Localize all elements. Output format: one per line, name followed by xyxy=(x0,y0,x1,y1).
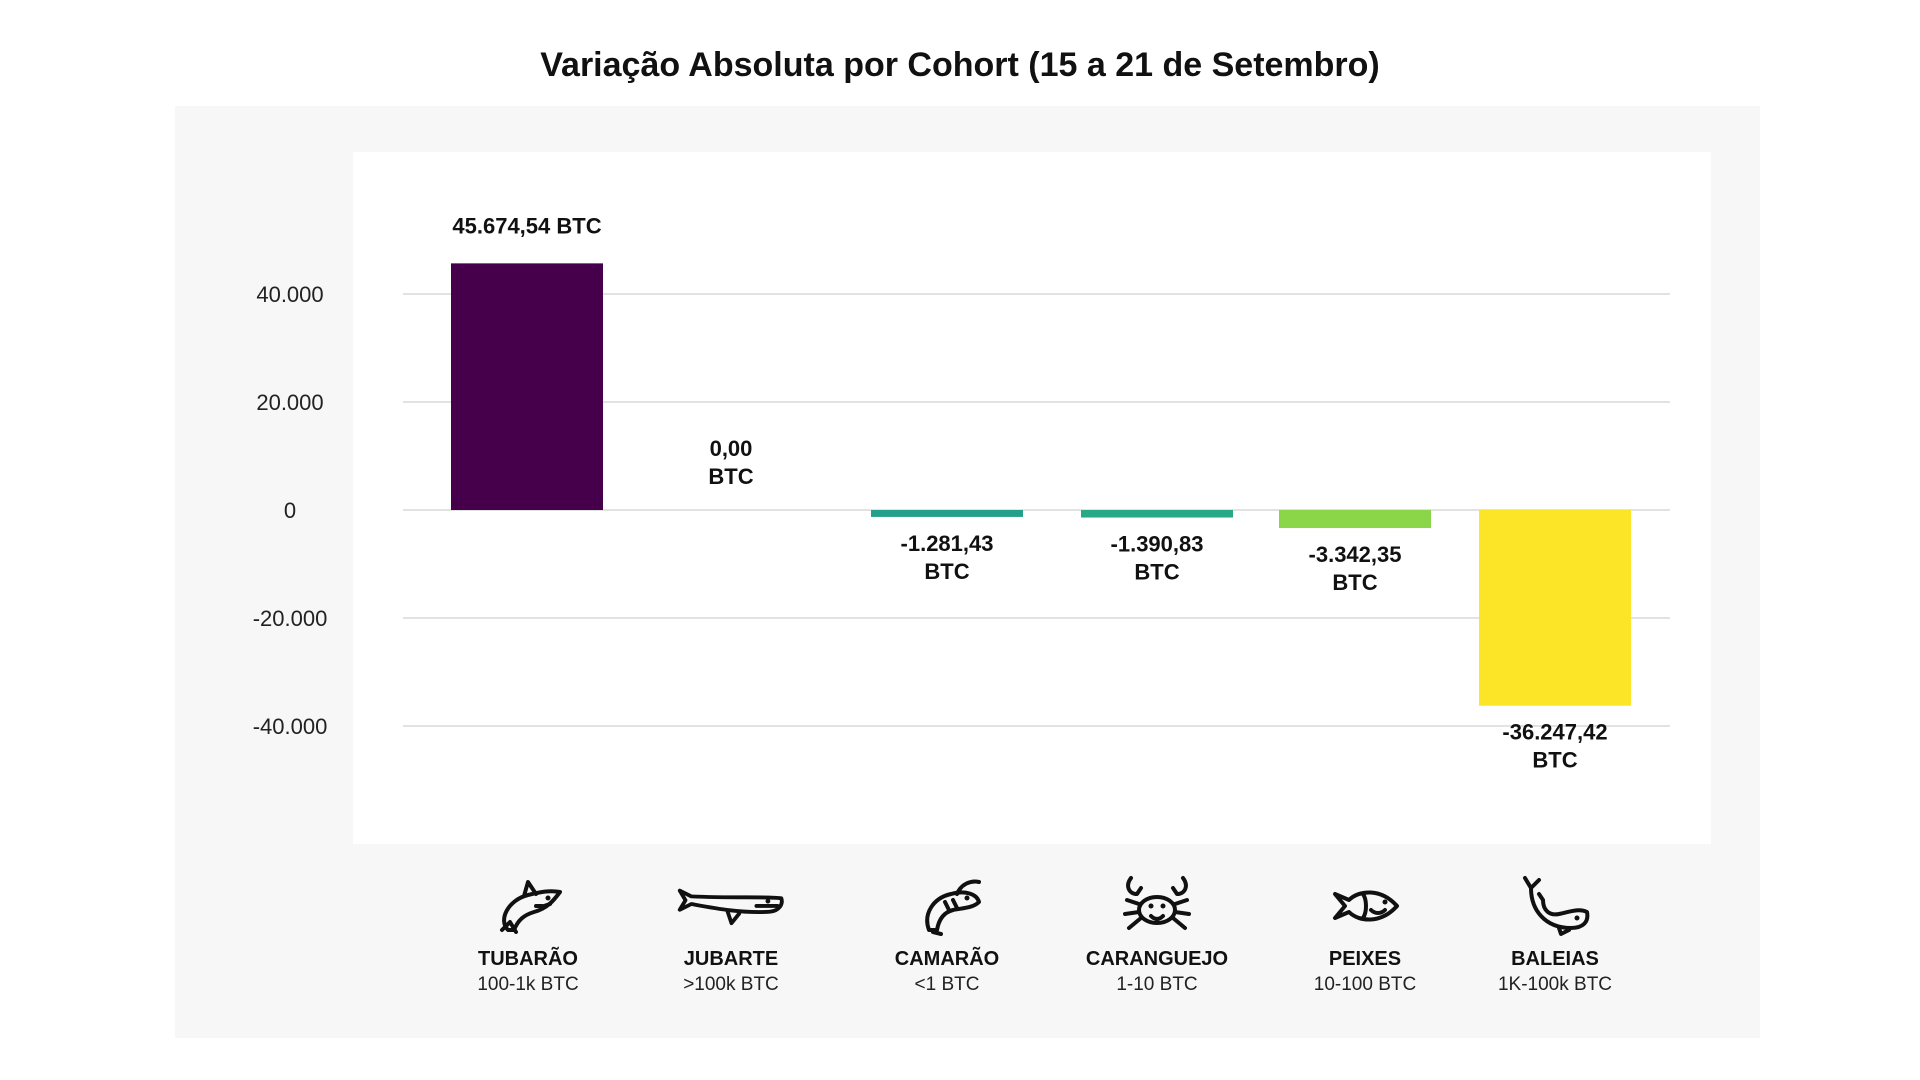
category-name: PEIXES xyxy=(1328,948,1402,970)
shrimp-icon xyxy=(925,879,981,936)
category-tubarao: TUBARÃO 100-1k BTC xyxy=(428,870,628,996)
chart-title: Variação Absoluta por Cohort (15 a 21 de… xyxy=(540,46,1380,84)
category-range: 1K-100k BTC xyxy=(1497,974,1613,995)
category-range: 1-10 BTC xyxy=(1116,974,1198,995)
data-label: BTC xyxy=(1134,560,1179,585)
category-range: <1 BTC xyxy=(914,974,980,995)
category-baleias: BALEIAS 1K-100k BTC xyxy=(1455,870,1655,996)
shark-icon xyxy=(500,880,562,934)
humpback-whale-icon xyxy=(677,888,784,926)
category-name: JUBARTE xyxy=(683,948,779,970)
category-peixes: PEIXES 10-100 BTC xyxy=(1265,870,1465,996)
data-label: BTC xyxy=(1532,748,1577,773)
category-caranguejo: CARANGUEJO 1-10 BTC xyxy=(1057,870,1257,996)
bar xyxy=(1081,510,1233,518)
category-name: CAMARÃO xyxy=(894,948,1000,970)
category-jubarte: JUBARTE >100k BTC xyxy=(631,870,831,996)
category-name: TUBARÃO xyxy=(478,948,578,970)
category-name: CARANGUEJO xyxy=(1085,948,1229,970)
y-tick-label: -20.000 xyxy=(253,606,328,631)
crab-icon xyxy=(1123,876,1191,930)
data-label: 45.674,54 BTC xyxy=(452,213,601,238)
bar xyxy=(451,263,603,510)
category-range: >100k BTC xyxy=(683,974,779,995)
data-label: BTC xyxy=(708,464,753,489)
data-label: -36.247,42 xyxy=(1502,720,1607,745)
whale-icon xyxy=(1523,876,1590,936)
category-camarao: CAMARÃO <1 BTC xyxy=(847,870,1047,996)
category-range: 10-100 BTC xyxy=(1313,974,1417,995)
fish-icon xyxy=(1333,890,1399,922)
y-tick-label: 20.000 xyxy=(256,390,323,415)
data-label: 0,00 xyxy=(710,436,753,461)
data-label: -1.390,83 xyxy=(1111,532,1204,557)
category-name: BALEIAS xyxy=(1511,948,1599,970)
y-tick-label: 0 xyxy=(284,498,296,523)
category-range: 100-1k BTC xyxy=(477,974,579,995)
bar xyxy=(871,510,1023,517)
data-label: -3.342,35 xyxy=(1309,542,1402,567)
data-label: -1.281,43 xyxy=(901,531,994,556)
bar xyxy=(1479,510,1631,706)
data-label: BTC xyxy=(1332,570,1377,595)
data-label: BTC xyxy=(924,559,969,584)
bar xyxy=(1279,510,1431,529)
y-tick-label: -40.000 xyxy=(253,714,328,739)
y-tick-label: 40.000 xyxy=(256,282,323,307)
